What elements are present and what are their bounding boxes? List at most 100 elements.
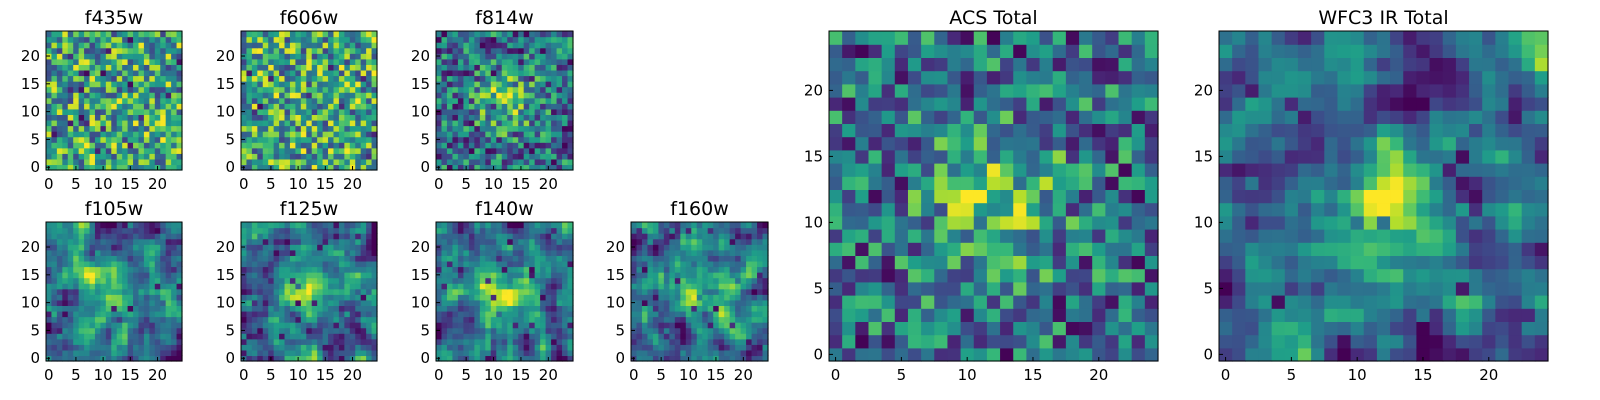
heatmap-cell xyxy=(300,42,307,49)
heatmap-cell xyxy=(641,227,649,234)
x-tick-label: 5 xyxy=(71,175,81,193)
heatmap-cell xyxy=(881,149,896,164)
heatmap-cell xyxy=(246,333,253,340)
heatmap-cell xyxy=(355,249,362,256)
heatmap-cell xyxy=(279,58,286,65)
heatmap-cell xyxy=(289,272,296,279)
heatmap-cell xyxy=(317,136,324,143)
heatmap-cell xyxy=(360,288,367,295)
heatmap-cell xyxy=(556,108,563,115)
heatmap-cell xyxy=(133,153,140,160)
heatmap-cell xyxy=(122,47,129,54)
heatmap-cell xyxy=(729,283,736,290)
heatmap-cell xyxy=(960,281,975,296)
heatmap-cell xyxy=(317,227,324,234)
heatmap-cell xyxy=(366,238,373,245)
heatmap-cell xyxy=(457,316,464,323)
heatmap-cell xyxy=(724,299,731,306)
heatmap-cell xyxy=(257,327,264,334)
heatmap-cell xyxy=(284,338,291,345)
heatmap-cell xyxy=(160,147,167,154)
heatmap-cell xyxy=(133,344,140,351)
heatmap-cell xyxy=(133,322,140,329)
heatmap-cell xyxy=(322,222,329,229)
heatmap-cell xyxy=(540,344,547,351)
heatmap-cell xyxy=(133,355,140,362)
heatmap-cell xyxy=(960,229,975,243)
heatmap-cell xyxy=(322,344,329,351)
heatmap-cell xyxy=(111,53,118,60)
heatmap-cell xyxy=(680,266,687,273)
heatmap-cell xyxy=(507,53,514,60)
heatmap-cell xyxy=(1105,268,1120,283)
heatmap-cell xyxy=(501,47,508,54)
heatmap-cell xyxy=(441,36,448,43)
heatmap-cell xyxy=(62,294,69,301)
heatmap-cell xyxy=(73,131,80,138)
heatmap-cell xyxy=(556,97,563,104)
heatmap-cell xyxy=(718,316,725,323)
heatmap-cell xyxy=(534,244,541,251)
heatmap-cell xyxy=(485,255,492,262)
heatmap-cell xyxy=(94,47,101,54)
heatmap-cell xyxy=(551,36,558,43)
heatmap-cell xyxy=(1144,281,1159,296)
heatmap-cell xyxy=(355,310,362,318)
heatmap-cell xyxy=(366,31,373,38)
heatmap-cell xyxy=(67,333,74,340)
heatmap-cell xyxy=(468,333,475,340)
heatmap-cell xyxy=(652,322,659,329)
heatmap-cell xyxy=(567,81,574,88)
heatmap-cell xyxy=(512,125,519,132)
heatmap-cell xyxy=(251,81,258,88)
heatmap-cell xyxy=(366,310,373,318)
heatmap-cell xyxy=(284,75,291,82)
heatmap-cell xyxy=(143,305,150,312)
heatmap-cell xyxy=(333,125,340,132)
heatmap-cell xyxy=(349,92,356,99)
heatmap-cell xyxy=(262,131,269,138)
heatmap-cell xyxy=(311,53,318,60)
heatmap-cell xyxy=(127,86,134,93)
heatmap-cell xyxy=(713,310,720,318)
heatmap-cell xyxy=(328,238,335,245)
heatmap-cell xyxy=(246,322,253,329)
heatmap-cell xyxy=(518,299,525,306)
heatmap-cell xyxy=(674,222,681,229)
heatmap-cell xyxy=(556,136,563,143)
heatmap-cell xyxy=(262,158,269,166)
heatmap-cell xyxy=(452,338,459,345)
heatmap-cell xyxy=(246,64,253,71)
heatmap-cell xyxy=(73,81,80,88)
heatmap-cell xyxy=(740,222,747,229)
heatmap-cell xyxy=(284,260,291,268)
heatmap-cell xyxy=(94,222,101,229)
heatmap-cell xyxy=(349,114,356,121)
heatmap-cell xyxy=(165,153,172,160)
heatmap-cell xyxy=(257,53,264,60)
heatmap-cell xyxy=(663,233,670,240)
heatmap-cell xyxy=(138,64,145,71)
heatmap-cell xyxy=(468,316,475,323)
heatmap-cell xyxy=(360,333,367,340)
heatmap-cell xyxy=(507,238,514,245)
heatmap-cell xyxy=(724,233,731,240)
heatmap-cell xyxy=(1118,242,1133,256)
heatmap-cell xyxy=(647,333,654,340)
heatmap-cell xyxy=(371,249,378,256)
heatmap-cell xyxy=(647,322,654,329)
heatmap-cell xyxy=(551,164,558,171)
heatmap-cell xyxy=(111,103,118,110)
heatmap-cell xyxy=(960,136,975,151)
heatmap-cell xyxy=(1065,295,1080,309)
heatmap-cell xyxy=(344,81,351,88)
heatmap-cell xyxy=(947,334,962,349)
heatmap-cell xyxy=(934,242,949,256)
heatmap-cell xyxy=(51,277,58,284)
heatmap-cell xyxy=(257,97,264,104)
heatmap-cell xyxy=(268,255,275,262)
heatmap-cell xyxy=(934,189,949,204)
heatmap-cell xyxy=(446,305,454,312)
heatmap-cell xyxy=(562,238,569,245)
heatmap-cell xyxy=(457,349,464,357)
